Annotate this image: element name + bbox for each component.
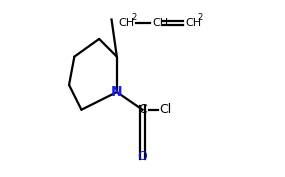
Text: N: N <box>111 85 123 99</box>
Text: 2: 2 <box>198 13 203 22</box>
Text: C: C <box>138 103 147 116</box>
Text: CH: CH <box>185 18 201 28</box>
Text: 2: 2 <box>131 13 136 22</box>
Text: Cl: Cl <box>159 103 172 116</box>
Text: CH: CH <box>119 18 135 28</box>
Text: CH: CH <box>152 18 168 28</box>
Text: O: O <box>138 150 147 163</box>
